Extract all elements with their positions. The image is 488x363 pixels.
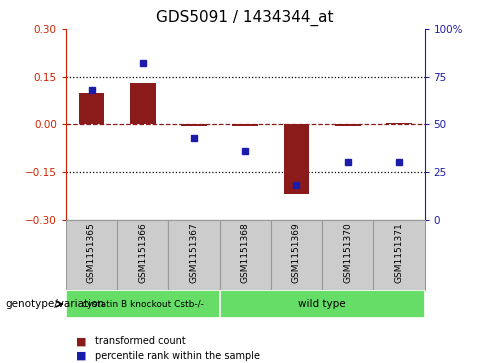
Bar	[168, 220, 220, 290]
Bar	[130, 83, 156, 124]
Bar	[335, 124, 361, 126]
Bar	[79, 93, 104, 124]
Bar	[117, 220, 168, 290]
Text: GSM1151370: GSM1151370	[343, 223, 352, 283]
Text: ■: ■	[76, 336, 86, 346]
Bar	[232, 124, 258, 126]
Bar	[181, 124, 207, 126]
Bar	[373, 220, 425, 290]
Text: GSM1151365: GSM1151365	[87, 223, 96, 283]
Title: GDS5091 / 1434344_at: GDS5091 / 1434344_at	[157, 10, 334, 26]
Text: cystatin B knockout Cstb-/-: cystatin B knockout Cstb-/-	[82, 299, 203, 309]
Bar	[66, 220, 117, 290]
Text: GSM1151367: GSM1151367	[189, 223, 199, 283]
Bar	[66, 290, 220, 318]
Bar	[386, 123, 412, 124]
Text: percentile rank within the sample: percentile rank within the sample	[95, 351, 260, 361]
Text: GSM1151371: GSM1151371	[394, 223, 404, 283]
Text: transformed count: transformed count	[95, 336, 186, 346]
Bar	[220, 290, 425, 318]
Text: ■: ■	[76, 351, 86, 361]
Bar	[322, 220, 373, 290]
Text: GSM1151368: GSM1151368	[241, 223, 250, 283]
Bar	[220, 220, 271, 290]
Text: wild type: wild type	[298, 299, 346, 309]
Bar	[271, 220, 322, 290]
Text: GSM1151369: GSM1151369	[292, 223, 301, 283]
Text: genotype/variation: genotype/variation	[5, 299, 104, 309]
Bar	[284, 124, 309, 194]
Text: GSM1151366: GSM1151366	[138, 223, 147, 283]
